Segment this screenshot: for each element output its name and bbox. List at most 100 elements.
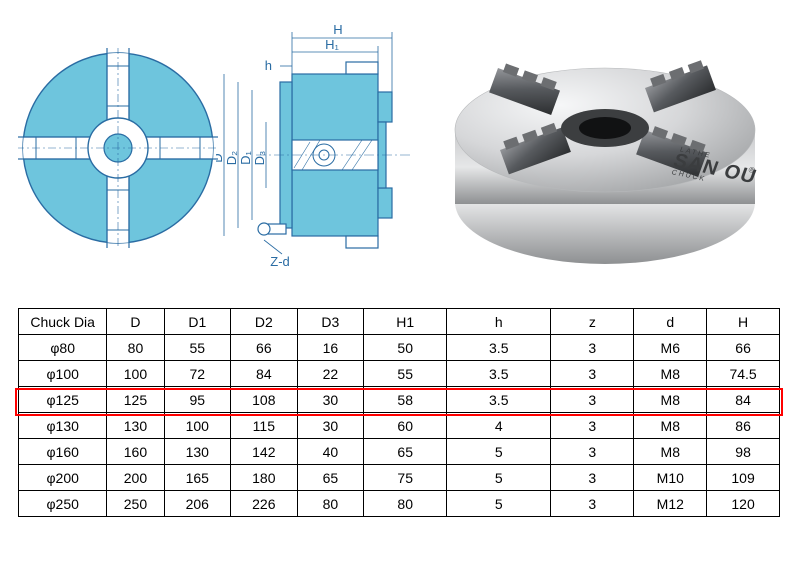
table-cell: 60 <box>364 413 447 439</box>
table-header-row: Chuck Dia D D1 D2 D3 H1 h z d H <box>19 309 780 335</box>
table-row: φ160160130142406553M898 <box>19 439 780 465</box>
table-cell: 30 <box>297 387 364 413</box>
table-cell: 125 <box>107 387 164 413</box>
table-cell: 80 <box>297 491 364 517</box>
table-cell: 100 <box>164 413 231 439</box>
chuck-side-diagram: H H₁ h D D₂ D₁ D₃ Z-d <box>216 22 436 277</box>
table-cell: 40 <box>297 439 364 465</box>
table-cell: 3 <box>551 387 634 413</box>
dim-label-Zd: Z-d <box>270 254 290 269</box>
table-cell: φ80 <box>19 335 107 361</box>
table-cell: φ125 <box>19 387 107 413</box>
col-h: h <box>447 309 551 335</box>
table-cell: 65 <box>364 439 447 465</box>
table-cell: 4 <box>447 413 551 439</box>
table-cell: 86 <box>707 413 780 439</box>
table-cell: 80 <box>107 335 164 361</box>
table-cell: 142 <box>231 439 298 465</box>
table-cell: φ250 <box>19 491 107 517</box>
col-H1: H1 <box>364 309 447 335</box>
table-row: φ8080556616503.53M666 <box>19 335 780 361</box>
chuck-photo: SAN OU ® LATHE CHUCK <box>440 10 770 290</box>
table-cell: φ130 <box>19 413 107 439</box>
table-cell: 120 <box>707 491 780 517</box>
dim-label-D3: D₃ <box>252 151 267 166</box>
table-cell: 84 <box>231 361 298 387</box>
spec-table: Chuck Dia D D1 D2 D3 H1 h z d H φ8080556… <box>18 308 780 517</box>
table-row: φ130130100115306043M886 <box>19 413 780 439</box>
table-cell: M12 <box>634 491 707 517</box>
table-cell: 160 <box>107 439 164 465</box>
table-cell: 66 <box>231 335 298 361</box>
table-cell: 3 <box>551 361 634 387</box>
table-cell: 3.5 <box>447 387 551 413</box>
table-cell: 3 <box>551 335 634 361</box>
table-cell: 3.5 <box>447 361 551 387</box>
table-cell: 206 <box>164 491 231 517</box>
col-D2: D2 <box>231 309 298 335</box>
table-cell: 72 <box>164 361 231 387</box>
diagram-area: H H₁ h D D₂ D₁ D₃ Z-d <box>0 0 800 290</box>
table-cell: M8 <box>634 387 707 413</box>
table-cell: 74.5 <box>707 361 780 387</box>
table-row: φ1251259510830583.53M884 <box>19 387 780 413</box>
table-cell: 65 <box>297 465 364 491</box>
table-cell: 58 <box>364 387 447 413</box>
table-cell: 5 <box>447 491 551 517</box>
table-cell: 130 <box>164 439 231 465</box>
col-H: H <box>707 309 780 335</box>
table-cell: 95 <box>164 387 231 413</box>
table-cell: 5 <box>447 465 551 491</box>
col-d: d <box>634 309 707 335</box>
table-cell: 3 <box>551 491 634 517</box>
table-cell: M8 <box>634 413 707 439</box>
table-cell: 30 <box>297 413 364 439</box>
table-cell: 55 <box>164 335 231 361</box>
table-cell: 115 <box>231 413 298 439</box>
table-cell: 75 <box>364 465 447 491</box>
table-cell: 3 <box>551 439 634 465</box>
table-row: φ200200165180657553M10109 <box>19 465 780 491</box>
col-z: z <box>551 309 634 335</box>
table-cell: 100 <box>107 361 164 387</box>
table-cell: 130 <box>107 413 164 439</box>
table-cell: 98 <box>707 439 780 465</box>
chuck-front-diagram <box>18 48 218 253</box>
table-cell: 165 <box>164 465 231 491</box>
dim-label-D1: D₁ <box>238 151 253 165</box>
col-chuck-dia: Chuck Dia <box>19 309 107 335</box>
col-D3: D3 <box>297 309 364 335</box>
table-cell: 200 <box>107 465 164 491</box>
table-cell: 55 <box>364 361 447 387</box>
table-cell: 16 <box>297 335 364 361</box>
table-cell: φ200 <box>19 465 107 491</box>
table-cell: 22 <box>297 361 364 387</box>
dim-label-H1: H₁ <box>325 37 339 52</box>
table-cell: φ100 <box>19 361 107 387</box>
table-cell: 50 <box>364 335 447 361</box>
table-cell: 180 <box>231 465 298 491</box>
table-cell: 66 <box>707 335 780 361</box>
table-cell: M10 <box>634 465 707 491</box>
table-cell: 226 <box>231 491 298 517</box>
table-cell: M8 <box>634 361 707 387</box>
table-cell: 5 <box>447 439 551 465</box>
table-cell: 3.5 <box>447 335 551 361</box>
table-row: φ250250206226808053M12120 <box>19 491 780 517</box>
dim-label-h: h <box>265 58 272 73</box>
table-cell: 3 <box>551 465 634 491</box>
table-cell: 84 <box>707 387 780 413</box>
table-cell: 80 <box>364 491 447 517</box>
table-cell: 250 <box>107 491 164 517</box>
table-cell: 109 <box>707 465 780 491</box>
col-D1: D1 <box>164 309 231 335</box>
table-cell: M6 <box>634 335 707 361</box>
dim-label-D2: D₂ <box>224 151 239 165</box>
table-cell: φ160 <box>19 439 107 465</box>
dim-label-H: H <box>333 22 342 37</box>
col-D: D <box>107 309 164 335</box>
table-cell: 108 <box>231 387 298 413</box>
table-row: φ100100728422553.53M874.5 <box>19 361 780 387</box>
table-cell: 3 <box>551 413 634 439</box>
table-cell: M8 <box>634 439 707 465</box>
